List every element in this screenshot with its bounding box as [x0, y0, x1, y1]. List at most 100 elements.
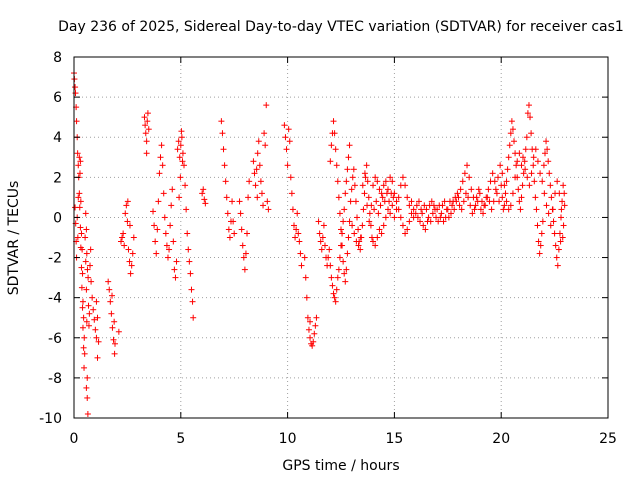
data-point [325, 254, 332, 261]
data-point [378, 190, 385, 197]
data-point [338, 226, 344, 233]
y-tick-label: -2 [48, 251, 62, 267]
y-tick-label: -10 [39, 411, 62, 427]
data-point [241, 266, 248, 273]
data-point [239, 242, 246, 249]
data-point [363, 162, 370, 169]
data-point [250, 158, 257, 165]
data-point [513, 162, 520, 169]
data-point [291, 222, 298, 229]
data-point [172, 274, 179, 281]
data-point [111, 350, 118, 357]
data-point [482, 202, 489, 209]
data-point [467, 202, 474, 209]
data-points [71, 70, 568, 417]
data-point [251, 170, 258, 177]
data-point [76, 190, 83, 197]
data-point [456, 202, 463, 209]
data-point [334, 178, 341, 185]
data-point [372, 174, 379, 181]
data-point [150, 208, 157, 215]
data-point [181, 162, 188, 169]
data-point [176, 154, 183, 161]
data-point [295, 230, 302, 237]
data-point [465, 194, 472, 201]
data-point [190, 314, 197, 321]
data-point [152, 238, 159, 245]
data-point [340, 258, 347, 265]
data-point [111, 318, 118, 325]
data-point [501, 202, 508, 209]
data-point [468, 186, 475, 193]
data-point [298, 262, 305, 269]
data-point [503, 178, 510, 185]
data-point [151, 222, 158, 229]
data-point [292, 234, 299, 241]
data-point [333, 162, 340, 169]
data-point [178, 128, 185, 135]
data-point [515, 186, 522, 193]
data-point [339, 230, 346, 237]
data-point [492, 186, 499, 193]
data-point [502, 190, 509, 197]
data-point [399, 222, 406, 229]
data-point [464, 162, 471, 169]
data-point [124, 198, 131, 205]
data-point [345, 234, 352, 241]
data-point [377, 202, 384, 209]
data-point [347, 198, 354, 205]
x-tick-labels: 0 5 10 15 20 25 [70, 431, 617, 447]
data-point [115, 328, 122, 335]
data-point [376, 226, 383, 233]
data-point [307, 318, 314, 325]
data-point [264, 198, 271, 205]
data-point [80, 314, 87, 321]
data-point [309, 342, 316, 349]
data-point [545, 158, 552, 165]
data-point [384, 206, 391, 213]
data-point [117, 238, 124, 245]
data-point [81, 364, 88, 371]
data-point [72, 84, 79, 91]
data-point [294, 210, 301, 217]
data-point [559, 198, 566, 205]
y-tick-label: 0 [53, 210, 62, 226]
data-point [77, 158, 84, 165]
data-point [514, 158, 521, 165]
data-point [317, 238, 324, 245]
data-point [462, 190, 469, 197]
data-point [559, 234, 566, 241]
data-point [428, 198, 435, 205]
data-point [373, 198, 380, 205]
data-point [355, 242, 362, 249]
data-point [511, 138, 518, 145]
data-point [91, 316, 98, 323]
data-point [142, 122, 149, 129]
data-point [220, 146, 227, 153]
data-point [157, 154, 164, 161]
data-point [499, 170, 506, 177]
data-point [87, 246, 94, 253]
data-point [410, 206, 417, 213]
data-point [391, 190, 398, 197]
data-point [174, 146, 181, 153]
data-point [527, 114, 534, 121]
data-point [257, 178, 264, 185]
data-point [254, 150, 261, 157]
data-point [285, 126, 292, 133]
data-point [476, 190, 483, 197]
data-point [229, 198, 236, 205]
data-point [491, 178, 498, 185]
data-point [167, 222, 174, 229]
data-point [408, 198, 415, 205]
data-point [330, 118, 337, 125]
data-point [333, 286, 340, 293]
data-point [335, 266, 342, 273]
data-point [555, 246, 562, 253]
data-point [466, 174, 473, 181]
data-point [341, 206, 348, 213]
data-point [339, 242, 346, 249]
data-point [72, 90, 79, 97]
data-point [263, 102, 270, 109]
data-point [201, 196, 208, 203]
